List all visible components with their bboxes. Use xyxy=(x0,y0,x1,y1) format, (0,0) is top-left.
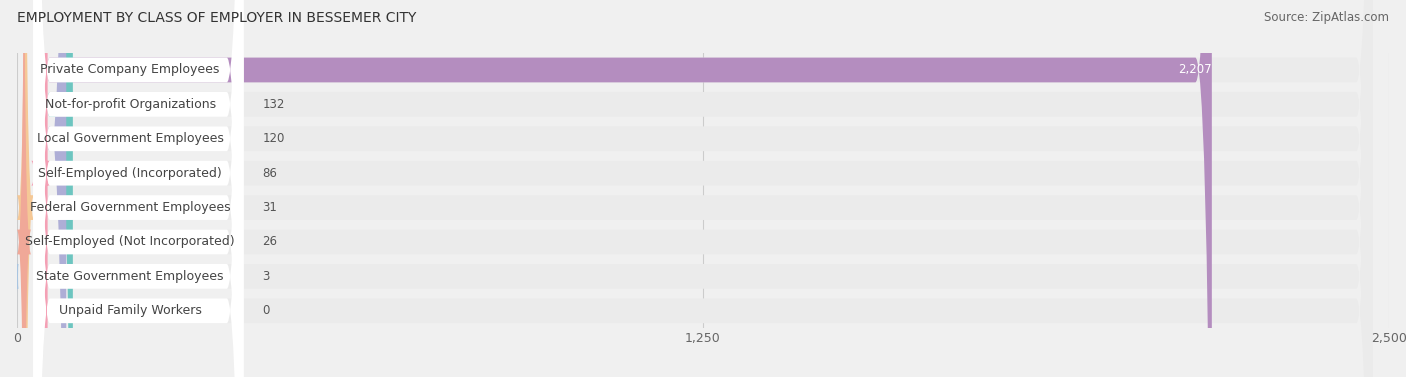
FancyBboxPatch shape xyxy=(34,0,1372,377)
Text: Unpaid Family Workers: Unpaid Family Workers xyxy=(59,304,201,317)
Text: Private Company Employees: Private Company Employees xyxy=(41,63,219,77)
FancyBboxPatch shape xyxy=(34,0,243,377)
FancyBboxPatch shape xyxy=(34,0,243,377)
FancyBboxPatch shape xyxy=(34,0,1372,377)
FancyBboxPatch shape xyxy=(34,0,1372,377)
FancyBboxPatch shape xyxy=(34,0,1212,377)
FancyBboxPatch shape xyxy=(34,0,243,377)
FancyBboxPatch shape xyxy=(31,0,49,377)
FancyBboxPatch shape xyxy=(34,0,1372,377)
FancyBboxPatch shape xyxy=(34,0,243,377)
FancyBboxPatch shape xyxy=(34,0,1372,377)
FancyBboxPatch shape xyxy=(34,0,73,377)
FancyBboxPatch shape xyxy=(34,0,1372,377)
FancyBboxPatch shape xyxy=(34,0,243,377)
Text: 120: 120 xyxy=(263,132,285,145)
Text: 132: 132 xyxy=(263,98,285,111)
FancyBboxPatch shape xyxy=(34,0,243,377)
Text: 31: 31 xyxy=(263,201,277,214)
FancyBboxPatch shape xyxy=(34,0,1372,377)
Text: Federal Government Employees: Federal Government Employees xyxy=(30,201,231,214)
Text: Source: ZipAtlas.com: Source: ZipAtlas.com xyxy=(1264,11,1389,24)
Text: Self-Employed (Not Incorporated): Self-Employed (Not Incorporated) xyxy=(25,236,235,248)
Text: 2,207: 2,207 xyxy=(1178,63,1212,77)
FancyBboxPatch shape xyxy=(17,237,18,316)
FancyBboxPatch shape xyxy=(34,0,243,377)
Text: Local Government Employees: Local Government Employees xyxy=(37,132,224,145)
FancyBboxPatch shape xyxy=(17,0,34,377)
Text: Not-for-profit Organizations: Not-for-profit Organizations xyxy=(45,98,215,111)
FancyBboxPatch shape xyxy=(34,0,243,377)
FancyBboxPatch shape xyxy=(17,0,31,377)
FancyBboxPatch shape xyxy=(34,0,66,377)
Text: State Government Employees: State Government Employees xyxy=(37,270,224,283)
Text: 26: 26 xyxy=(263,236,277,248)
Text: 86: 86 xyxy=(263,167,277,180)
Text: Self-Employed (Incorporated): Self-Employed (Incorporated) xyxy=(38,167,222,180)
Text: EMPLOYMENT BY CLASS OF EMPLOYER IN BESSEMER CITY: EMPLOYMENT BY CLASS OF EMPLOYER IN BESSE… xyxy=(17,11,416,25)
Text: 0: 0 xyxy=(263,304,270,317)
FancyBboxPatch shape xyxy=(34,0,1372,377)
Text: 3: 3 xyxy=(263,270,270,283)
